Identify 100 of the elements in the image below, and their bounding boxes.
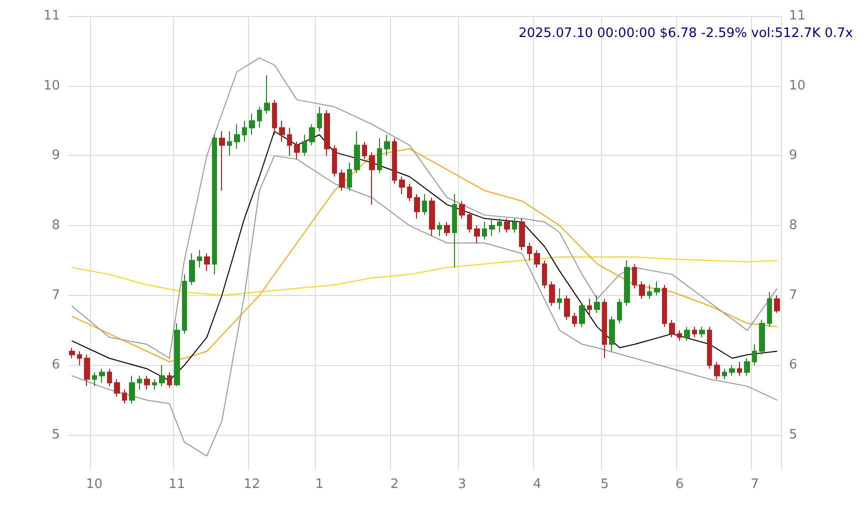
candlestick [414,194,420,220]
candlestick [302,134,307,156]
y2-tick-label: 11 [789,8,806,24]
candlestick [684,326,690,342]
y-tick-label: 11 [43,8,60,24]
candlestick [92,372,97,387]
x-tick-label: 4 [532,477,542,492]
x-tick-label: 7 [750,477,759,492]
candlestick [504,218,510,234]
candlestick [122,389,127,404]
candlestick [692,326,697,338]
candlestick [752,344,757,366]
candlestick [84,354,90,387]
y2-tick-label: 9 [789,148,798,164]
candlestick [264,74,270,114]
candlestick [714,361,720,380]
candlestick [392,138,397,184]
candlestick [77,350,82,366]
candlestick [189,252,195,286]
candlestick [564,294,570,320]
candlestick [452,194,457,268]
x-tick-label: 3 [458,477,466,492]
candlestick [174,322,180,387]
candlestick [107,368,112,387]
candlestick [347,162,352,192]
candlestick [639,280,645,300]
candlestick [159,364,165,387]
candlestick [204,252,210,272]
candlestick [272,99,277,136]
candlestick [137,375,142,390]
y-tick-label: 8 [52,218,60,234]
candlestick [114,378,120,398]
candlestick [279,120,285,142]
y-tick-label: 5 [52,428,60,443]
candlestick [542,260,547,289]
x-tick-label: 12 [244,477,260,492]
candlestick [474,225,480,244]
x-tick-label: 11 [168,477,186,492]
y-tick-label: 9 [52,148,60,164]
y2-tick-label: 8 [789,218,798,234]
candlestick [459,200,465,220]
candlestick [324,110,330,156]
y2-tick-label: 5 [789,428,798,443]
candlestick [489,218,495,237]
candlestick [249,113,255,136]
candlestick [669,319,675,338]
x-tick-label: 6 [676,477,684,492]
candlestick [737,361,742,376]
candlestick [617,298,622,324]
candlestick [467,211,472,234]
candlestick [624,260,630,306]
y2-tick-label: 7 [789,288,798,303]
candlestick [677,330,682,342]
x-tick-label: 5 [600,477,609,492]
candlestick [662,284,667,328]
candlestick [579,302,585,328]
candlestick [632,263,637,289]
candlestick [707,326,712,370]
candlestick [722,368,727,380]
candlestick [219,130,225,192]
candlestick [444,222,450,237]
candlestick [362,141,367,160]
candlestick [257,106,262,128]
candlestick [429,197,435,237]
candlestick [482,222,487,240]
candlestick [99,368,105,384]
candlestick [767,291,772,328]
candlestick [497,218,502,234]
y2-tick-label: 10 [789,78,806,94]
candlestick [729,364,735,376]
candlestick [519,218,525,250]
candlestick [422,194,427,216]
candlestick [294,141,300,160]
x-tick-label: 1 [315,477,324,492]
y-tick-label: 10 [43,78,60,94]
candlestick [197,249,202,268]
candlestick [774,294,780,314]
candlestick [332,144,337,178]
candlestick [182,274,187,334]
candlestick [549,280,555,306]
candlestick [339,169,345,192]
candlestick [144,375,150,390]
candlestick [437,222,442,237]
x-tick-label: 10 [86,477,103,492]
candlestick [227,130,232,156]
candlestick [212,134,217,275]
y2-tick-label: 6 [789,358,798,373]
candlestick [572,312,577,328]
line-series [71,57,778,359]
candlestick [369,152,375,206]
candlestick [407,183,412,202]
candlestick [354,130,360,174]
candlestick [234,124,240,150]
candlestick [557,288,562,310]
candlestick [399,176,405,195]
candlestick [654,280,660,296]
candlestick [384,134,390,156]
candlestick [129,375,135,404]
candlestick [534,249,540,268]
text: 2025.07.10 00:00:00 $6.78 -2.59% vol:512.7K 0.7x [518,26,854,41]
